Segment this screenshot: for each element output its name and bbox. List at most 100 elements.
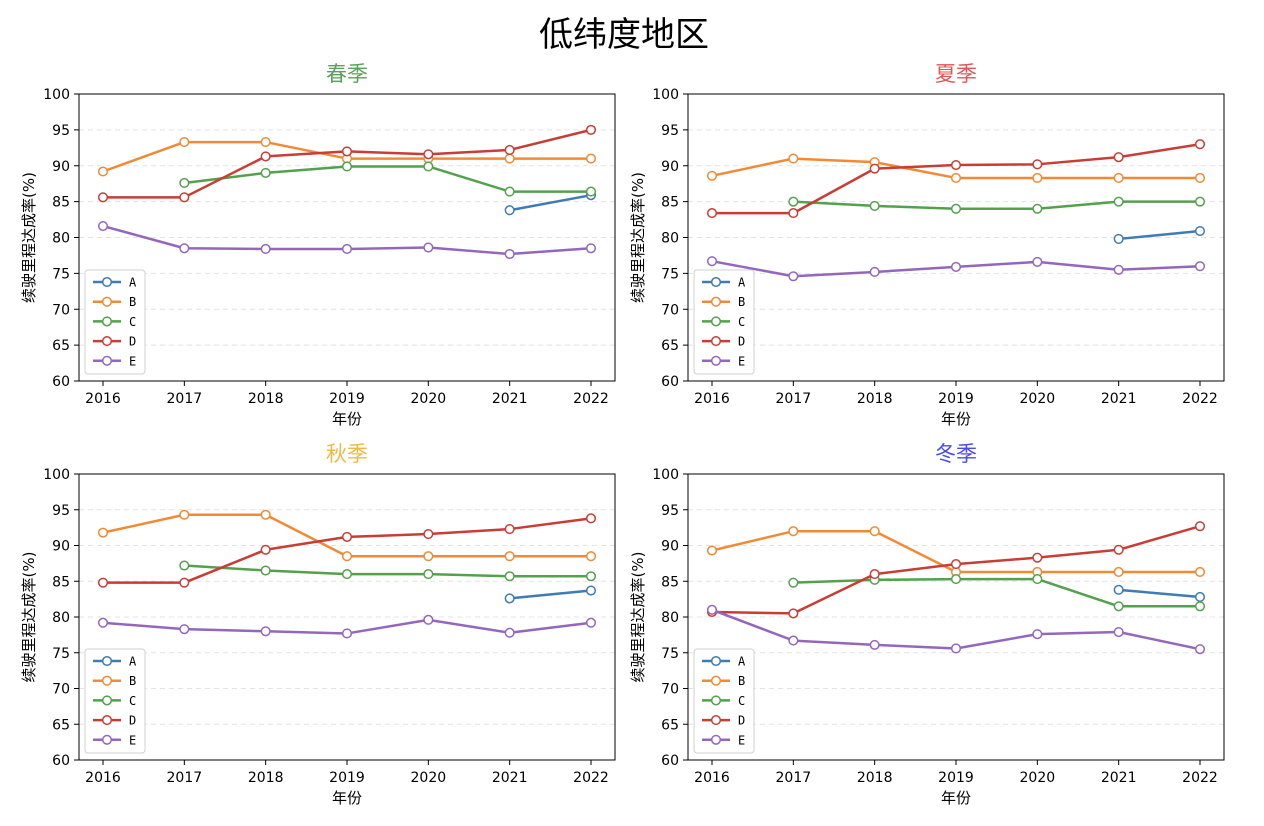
data-point-D — [788, 608, 799, 619]
data-point-D — [706, 208, 718, 219]
data-point-C — [869, 200, 880, 211]
legend-label-A: A — [129, 276, 137, 290]
legend-label-E: E — [738, 733, 745, 747]
legend-label-B: B — [129, 674, 136, 688]
data-point-B — [1194, 566, 1206, 578]
series-line-A — [509, 193, 592, 212]
data-point-D — [504, 524, 515, 535]
x-tick-label: 2018 — [248, 770, 284, 786]
legend-marker-E — [101, 734, 113, 745]
data-point-A — [504, 205, 515, 216]
data-point-B — [1113, 566, 1124, 578]
x-tick-label: 2021 — [492, 391, 528, 407]
data-point-E — [1032, 629, 1043, 640]
x-axis-label: 年份 — [332, 410, 362, 428]
x-tick-label: 2022 — [573, 770, 609, 786]
series-line-A — [509, 589, 592, 600]
data-point-C — [260, 167, 271, 178]
legend-label-A: A — [129, 655, 137, 669]
data-point-E — [706, 256, 718, 267]
legend-label-C: C — [129, 694, 136, 708]
y-tick-label: 85 — [661, 195, 679, 211]
subplot-title: 冬季 — [935, 442, 977, 466]
data-point-E — [585, 617, 597, 628]
data-point-A — [585, 585, 597, 596]
data-point-B — [706, 545, 718, 556]
data-point-D — [950, 559, 962, 570]
data-point-B — [706, 170, 718, 181]
subplots: 60 65 70 75 80 85 90 95 100 2016 2017 2018 2019 2020 2… — [20, 62, 1225, 807]
data-point-A — [1194, 591, 1206, 603]
data-point-E — [341, 628, 353, 639]
legend-marker-C — [101, 316, 113, 327]
data-point-C — [585, 186, 597, 197]
legend-label-E: E — [738, 354, 745, 368]
data-point-E — [1194, 261, 1206, 272]
data-point-C — [179, 177, 190, 189]
data-point-C — [950, 203, 962, 214]
y-tick-label: 60 — [52, 753, 70, 769]
data-point-C — [788, 196, 799, 207]
x-tick-label: 2020 — [411, 391, 447, 407]
y-tick-label: 80 — [52, 231, 70, 247]
y-tick-label: 80 — [661, 231, 679, 247]
data-point-E — [1113, 626, 1124, 638]
data-point-E — [341, 243, 353, 255]
legend-label-A: A — [738, 655, 746, 669]
y-tick-label: 75 — [661, 266, 679, 282]
data-point-B — [1113, 172, 1124, 183]
data-point-C — [504, 571, 515, 582]
data-point-A — [1194, 225, 1206, 237]
x-tick-label: 2018 — [857, 391, 893, 407]
data-point-B — [788, 153, 799, 164]
data-point-B — [423, 551, 434, 562]
subplot-2: 60 65 70 75 80 85 90 95 100 2016 2017 2018 2019 2020 2… — [629, 62, 1225, 428]
legend-marker-C — [710, 316, 722, 327]
legend-label-D: D — [738, 714, 745, 728]
y-tick-label: 60 — [52, 374, 70, 390]
y-tick-label: 65 — [661, 338, 679, 354]
y-tick-label: 100 — [43, 87, 70, 103]
data-point-D — [97, 577, 109, 588]
y-axis-label: 续驶里程达成率(%) — [629, 552, 647, 683]
y-tick-label: 70 — [52, 302, 70, 318]
data-point-D — [869, 569, 880, 580]
data-point-A — [504, 593, 515, 604]
y-tick-label: 95 — [661, 123, 679, 139]
data-point-D — [1113, 544, 1124, 555]
legend-label-E: E — [129, 733, 136, 747]
legend-label-C: C — [738, 694, 745, 708]
legend-marker-C — [101, 695, 113, 706]
subplot-1: 60 65 70 75 80 85 90 95 100 2016 2017 2018 2019 2020 2… — [20, 62, 616, 428]
legend-marker-A — [710, 655, 722, 667]
x-tick-label: 2020 — [1020, 770, 1056, 786]
data-point-D — [260, 151, 271, 162]
legend-marker-B — [101, 675, 113, 686]
y-tick-label: 65 — [52, 338, 70, 354]
data-point-C — [260, 565, 271, 576]
data-point-E — [950, 261, 962, 272]
data-point-E — [788, 271, 799, 282]
plot-area — [79, 474, 615, 760]
legend-label-C: C — [738, 315, 745, 329]
x-tick-label: 2019 — [938, 770, 974, 786]
x-tick-label: 2021 — [492, 770, 528, 786]
y-axis-label: 续驶里程达成率(%) — [20, 552, 38, 683]
data-point-E — [1194, 644, 1206, 655]
data-point-D — [179, 577, 190, 588]
legend-marker-A — [101, 276, 113, 288]
y-tick-label: 80 — [52, 610, 70, 626]
legend-label-B: B — [738, 674, 745, 688]
x-tick-label: 2021 — [1101, 770, 1137, 786]
data-point-E — [97, 220, 109, 232]
x-tick-label: 2020 — [1020, 391, 1056, 407]
y-tick-label: 70 — [661, 682, 679, 698]
x-axis-label: 年份 — [332, 789, 362, 807]
data-point-C — [788, 577, 799, 588]
y-tick-label: 90 — [661, 539, 679, 555]
x-tick-label: 2020 — [411, 770, 447, 786]
data-point-D — [260, 544, 271, 555]
plot-area — [688, 474, 1224, 760]
data-point-E — [950, 643, 962, 654]
y-tick-label: 70 — [661, 302, 679, 318]
